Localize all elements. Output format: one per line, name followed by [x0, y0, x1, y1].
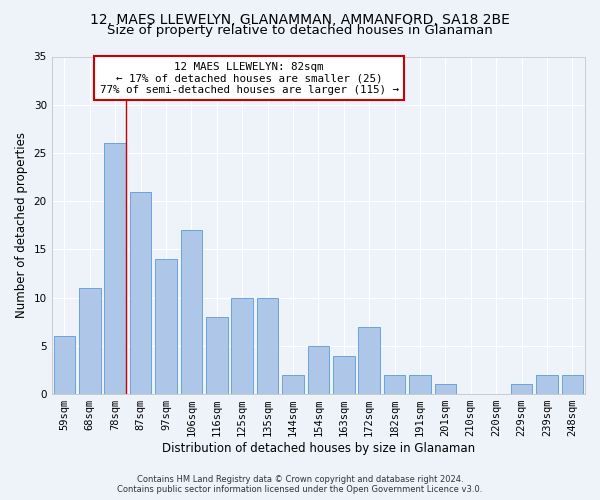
Bar	[409, 375, 431, 394]
Bar	[232, 298, 253, 394]
Text: 12 MAES LLEWELYN: 82sqm
← 17% of detached houses are smaller (25)
77% of semi-de: 12 MAES LLEWELYN: 82sqm ← 17% of detache…	[100, 62, 398, 95]
Bar	[181, 230, 202, 394]
Bar	[53, 336, 75, 394]
X-axis label: Distribution of detached houses by size in Glanaman: Distribution of detached houses by size …	[162, 442, 475, 455]
Bar	[562, 375, 583, 394]
Bar	[536, 375, 557, 394]
Bar	[333, 356, 355, 394]
Bar	[257, 298, 278, 394]
Bar	[155, 259, 177, 394]
Bar	[206, 317, 227, 394]
Bar	[511, 384, 532, 394]
Bar	[384, 375, 406, 394]
Bar	[358, 326, 380, 394]
Bar	[434, 384, 456, 394]
Bar	[130, 192, 151, 394]
Text: Contains HM Land Registry data © Crown copyright and database right 2024.
Contai: Contains HM Land Registry data © Crown c…	[118, 474, 482, 494]
Text: 12, MAES LLEWELYN, GLANAMMAN, AMMANFORD, SA18 2BE: 12, MAES LLEWELYN, GLANAMMAN, AMMANFORD,…	[90, 12, 510, 26]
Bar	[104, 144, 126, 394]
Bar	[308, 346, 329, 394]
Bar	[79, 288, 101, 394]
Y-axis label: Number of detached properties: Number of detached properties	[15, 132, 28, 318]
Bar	[282, 375, 304, 394]
Text: Size of property relative to detached houses in Glanaman: Size of property relative to detached ho…	[107, 24, 493, 37]
